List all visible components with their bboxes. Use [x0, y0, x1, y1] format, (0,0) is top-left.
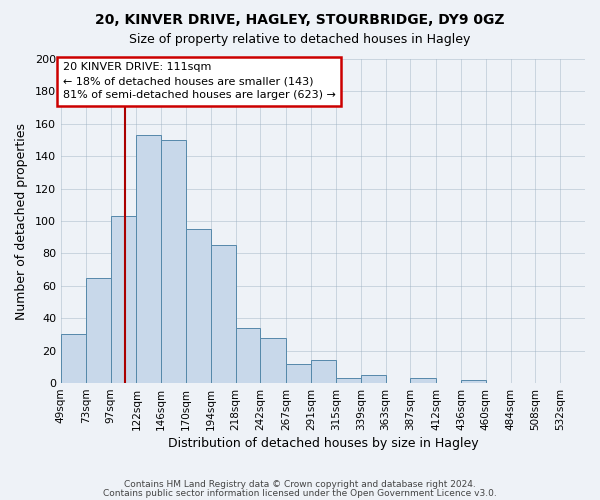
Bar — [461, 380, 486, 383]
Bar — [86, 278, 110, 383]
X-axis label: Distribution of detached houses by size in Hagley: Distribution of detached houses by size … — [167, 437, 478, 450]
Bar — [410, 378, 436, 383]
Text: 20 KINVER DRIVE: 111sqm
← 18% of detached houses are smaller (143)
81% of semi-d: 20 KINVER DRIVE: 111sqm ← 18% of detache… — [63, 62, 336, 100]
Text: 20, KINVER DRIVE, HAGLEY, STOURBRIDGE, DY9 0GZ: 20, KINVER DRIVE, HAGLEY, STOURBRIDGE, D… — [95, 12, 505, 26]
Bar — [110, 216, 136, 383]
Bar — [61, 334, 86, 383]
Y-axis label: Number of detached properties: Number of detached properties — [15, 122, 28, 320]
Bar — [211, 246, 236, 383]
Bar — [286, 364, 311, 383]
Text: Contains public sector information licensed under the Open Government Licence v3: Contains public sector information licen… — [103, 488, 497, 498]
Bar — [361, 375, 386, 383]
Bar — [311, 360, 336, 383]
Bar — [161, 140, 186, 383]
Bar — [236, 328, 260, 383]
Text: Size of property relative to detached houses in Hagley: Size of property relative to detached ho… — [130, 32, 470, 46]
Bar — [136, 135, 161, 383]
Bar — [260, 338, 286, 383]
Bar — [336, 378, 361, 383]
Bar — [186, 229, 211, 383]
Text: Contains HM Land Registry data © Crown copyright and database right 2024.: Contains HM Land Registry data © Crown c… — [124, 480, 476, 489]
